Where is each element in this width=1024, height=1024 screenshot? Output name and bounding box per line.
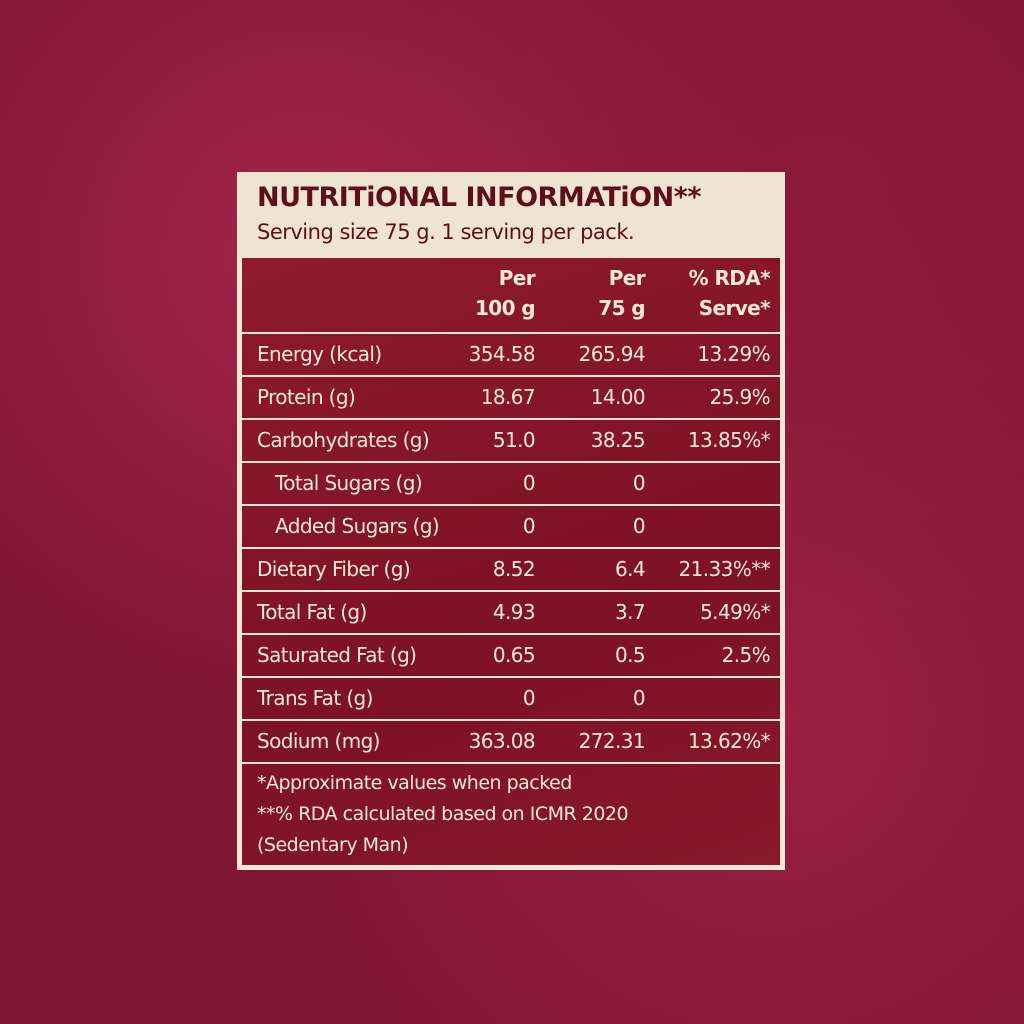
row-name: Added Sugars (g) bbox=[275, 514, 440, 538]
row-rule bbox=[242, 547, 780, 549]
row-value: 354.58 bbox=[468, 342, 536, 366]
nutrition-label: NUTRITiONAL INFORMATiON** Serving size 7… bbox=[237, 172, 785, 870]
column-header: 75 g bbox=[598, 296, 645, 320]
row-value: 363.08 bbox=[468, 729, 536, 753]
table: Per 100 g Per 75 g % RDA* Serve* Energy (kcal)… bbox=[242, 258, 780, 865]
row-rule bbox=[242, 418, 780, 420]
row-rule bbox=[242, 762, 780, 764]
row-name: Total Fat (g) bbox=[257, 600, 367, 624]
row-value: 2.5% bbox=[721, 643, 771, 667]
row-value: 0 bbox=[522, 471, 536, 495]
row-value: 0 bbox=[632, 514, 646, 538]
row-value: 13.85%* bbox=[687, 428, 771, 452]
row-value: 0 bbox=[522, 686, 536, 710]
column-header: Per bbox=[608, 266, 646, 290]
column-header: Serve* bbox=[698, 296, 771, 320]
row-value: 3.7 bbox=[614, 600, 646, 624]
row-value: 8.52 bbox=[492, 557, 536, 581]
row-value: 25.9% bbox=[709, 385, 770, 409]
row-name: Dietary Fiber (g) bbox=[257, 557, 411, 581]
footnote: **% RDA calculated based on ICMR 2020 bbox=[257, 803, 629, 825]
row-value: 265.94 bbox=[578, 342, 646, 366]
row-value: 272.31 bbox=[578, 729, 646, 753]
title: NUTRITiONAL INFORMATiON** bbox=[257, 182, 701, 213]
row-value: 0 bbox=[522, 514, 536, 538]
row-value: 38.25 bbox=[590, 428, 646, 452]
column-header: 100 g bbox=[474, 296, 536, 320]
row-rule bbox=[242, 676, 780, 678]
row-rule bbox=[242, 719, 780, 721]
row-value: 0.65 bbox=[492, 643, 536, 667]
row-value: 18.67 bbox=[480, 385, 536, 409]
row-value: 13.62%* bbox=[687, 729, 771, 753]
row-value: 4.93 bbox=[492, 600, 536, 624]
row-rule bbox=[242, 332, 780, 334]
row-name: Sodium (mg) bbox=[257, 729, 380, 753]
row-value: 51.0 bbox=[492, 428, 536, 452]
column-header: Per bbox=[498, 266, 536, 290]
row-rule bbox=[242, 375, 780, 377]
row-name: Protein (g) bbox=[257, 385, 356, 409]
row-rule bbox=[242, 461, 780, 463]
column-header: % RDA* bbox=[688, 266, 771, 290]
row-value: 0 bbox=[632, 471, 646, 495]
row-name: Energy (kcal) bbox=[257, 342, 382, 366]
row-value: 5.49%* bbox=[700, 600, 771, 624]
row-value: 0.5 bbox=[614, 643, 646, 667]
row-name: Trans Fat (g) bbox=[257, 686, 373, 710]
row-rule bbox=[242, 590, 780, 592]
label-header: NUTRITiONAL INFORMATiON** Serving size 7… bbox=[237, 172, 785, 258]
row-rule bbox=[242, 504, 780, 506]
row-name: Total Sugars (g) bbox=[275, 471, 423, 495]
row-value: 21.33%** bbox=[678, 557, 771, 581]
row-value: 13.29% bbox=[697, 342, 770, 366]
row-value: 14.00 bbox=[590, 385, 646, 409]
row-rule bbox=[242, 633, 780, 635]
row-value: 0 bbox=[632, 686, 646, 710]
row-name: Saturated Fat (g) bbox=[257, 643, 417, 667]
row-value: 6.4 bbox=[614, 557, 646, 581]
footnote: *Approximate values when packed bbox=[257, 772, 572, 794]
footnote: (Sedentary Man) bbox=[257, 834, 409, 856]
subtitle: Serving size 75 g. 1 serving per pack. bbox=[257, 220, 635, 244]
row-name: Carbohydrates (g) bbox=[257, 428, 430, 452]
